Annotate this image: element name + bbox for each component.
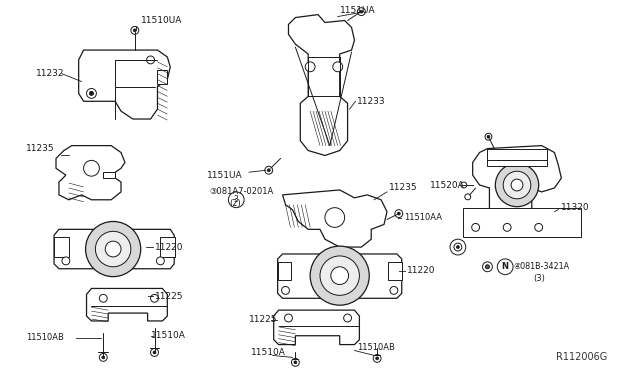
Circle shape: [465, 194, 470, 200]
Polygon shape: [86, 288, 167, 321]
Text: ③081A7-0201A: ③081A7-0201A: [210, 187, 274, 196]
Circle shape: [503, 171, 531, 199]
Text: 11233: 11233: [357, 97, 386, 106]
Circle shape: [84, 160, 99, 176]
Circle shape: [472, 224, 479, 231]
Polygon shape: [283, 190, 387, 247]
Text: ④081B-3421A: ④081B-3421A: [513, 262, 569, 271]
Text: 3: 3: [234, 195, 239, 204]
Circle shape: [485, 133, 492, 140]
Circle shape: [305, 62, 315, 72]
Circle shape: [503, 224, 511, 231]
Text: 11225: 11225: [249, 315, 278, 324]
Text: N: N: [502, 262, 509, 271]
Circle shape: [461, 182, 467, 188]
Text: 11320: 11320: [561, 203, 590, 212]
Text: 11232: 11232: [36, 69, 65, 78]
Bar: [54, 237, 69, 257]
Text: 1151UA: 1151UA: [207, 171, 243, 180]
Polygon shape: [274, 310, 360, 344]
Circle shape: [95, 231, 131, 267]
Circle shape: [325, 208, 344, 227]
Circle shape: [497, 259, 513, 275]
Circle shape: [373, 355, 381, 362]
Circle shape: [291, 358, 300, 366]
Circle shape: [376, 357, 379, 360]
Circle shape: [483, 262, 492, 272]
Circle shape: [150, 349, 159, 356]
Text: 11510AA: 11510AA: [404, 213, 442, 222]
Text: (2): (2): [229, 199, 241, 208]
Text: 11510AB: 11510AB: [357, 343, 396, 352]
Bar: [103, 172, 115, 178]
Text: 11510AB: 11510AB: [26, 333, 65, 342]
Text: 11510A: 11510A: [251, 348, 286, 357]
Circle shape: [486, 265, 490, 269]
Bar: [388, 262, 402, 280]
Bar: [463, 208, 581, 237]
Polygon shape: [289, 15, 355, 155]
Circle shape: [228, 192, 244, 208]
Circle shape: [99, 294, 108, 302]
Text: 11520A: 11520A: [430, 180, 465, 189]
Circle shape: [395, 210, 403, 218]
Circle shape: [511, 179, 523, 191]
Circle shape: [495, 163, 539, 207]
Bar: [488, 148, 547, 166]
Circle shape: [99, 353, 108, 361]
Circle shape: [310, 246, 369, 305]
Circle shape: [86, 221, 141, 277]
Circle shape: [450, 239, 466, 255]
Circle shape: [360, 10, 363, 13]
Circle shape: [344, 314, 351, 322]
Circle shape: [156, 257, 164, 265]
Circle shape: [86, 89, 97, 98]
Text: 11510UA: 11510UA: [141, 16, 182, 25]
Text: (3): (3): [532, 274, 545, 283]
Circle shape: [331, 267, 349, 285]
Circle shape: [487, 135, 490, 138]
Text: 1151UA: 1151UA: [340, 6, 375, 15]
Polygon shape: [54, 230, 174, 269]
Text: 11235: 11235: [389, 183, 417, 192]
Bar: [278, 262, 291, 280]
Circle shape: [153, 351, 156, 354]
Circle shape: [268, 169, 270, 172]
Text: 11510A: 11510A: [150, 331, 186, 340]
Circle shape: [397, 212, 400, 215]
Circle shape: [454, 243, 462, 251]
Circle shape: [62, 257, 70, 265]
Polygon shape: [79, 50, 170, 119]
Circle shape: [265, 166, 273, 174]
Circle shape: [90, 92, 93, 95]
Bar: [161, 237, 175, 257]
Circle shape: [285, 314, 292, 322]
Circle shape: [390, 286, 398, 294]
Circle shape: [105, 241, 121, 257]
Circle shape: [294, 361, 297, 364]
Circle shape: [150, 294, 159, 302]
Circle shape: [282, 286, 289, 294]
Circle shape: [456, 246, 460, 248]
Polygon shape: [56, 145, 125, 200]
Polygon shape: [278, 254, 402, 298]
Circle shape: [357, 8, 365, 16]
Circle shape: [133, 29, 136, 32]
Bar: [157, 70, 167, 84]
Text: R112006G: R112006G: [556, 352, 607, 362]
Text: 11235: 11235: [26, 144, 55, 153]
Circle shape: [102, 356, 105, 359]
Circle shape: [147, 56, 154, 64]
Circle shape: [333, 62, 342, 72]
Polygon shape: [473, 145, 561, 221]
Circle shape: [535, 224, 543, 231]
Text: 11220: 11220: [154, 243, 183, 251]
Text: 11220: 11220: [406, 266, 435, 275]
Circle shape: [320, 256, 360, 295]
Text: 11225: 11225: [154, 292, 183, 301]
Circle shape: [131, 26, 139, 34]
